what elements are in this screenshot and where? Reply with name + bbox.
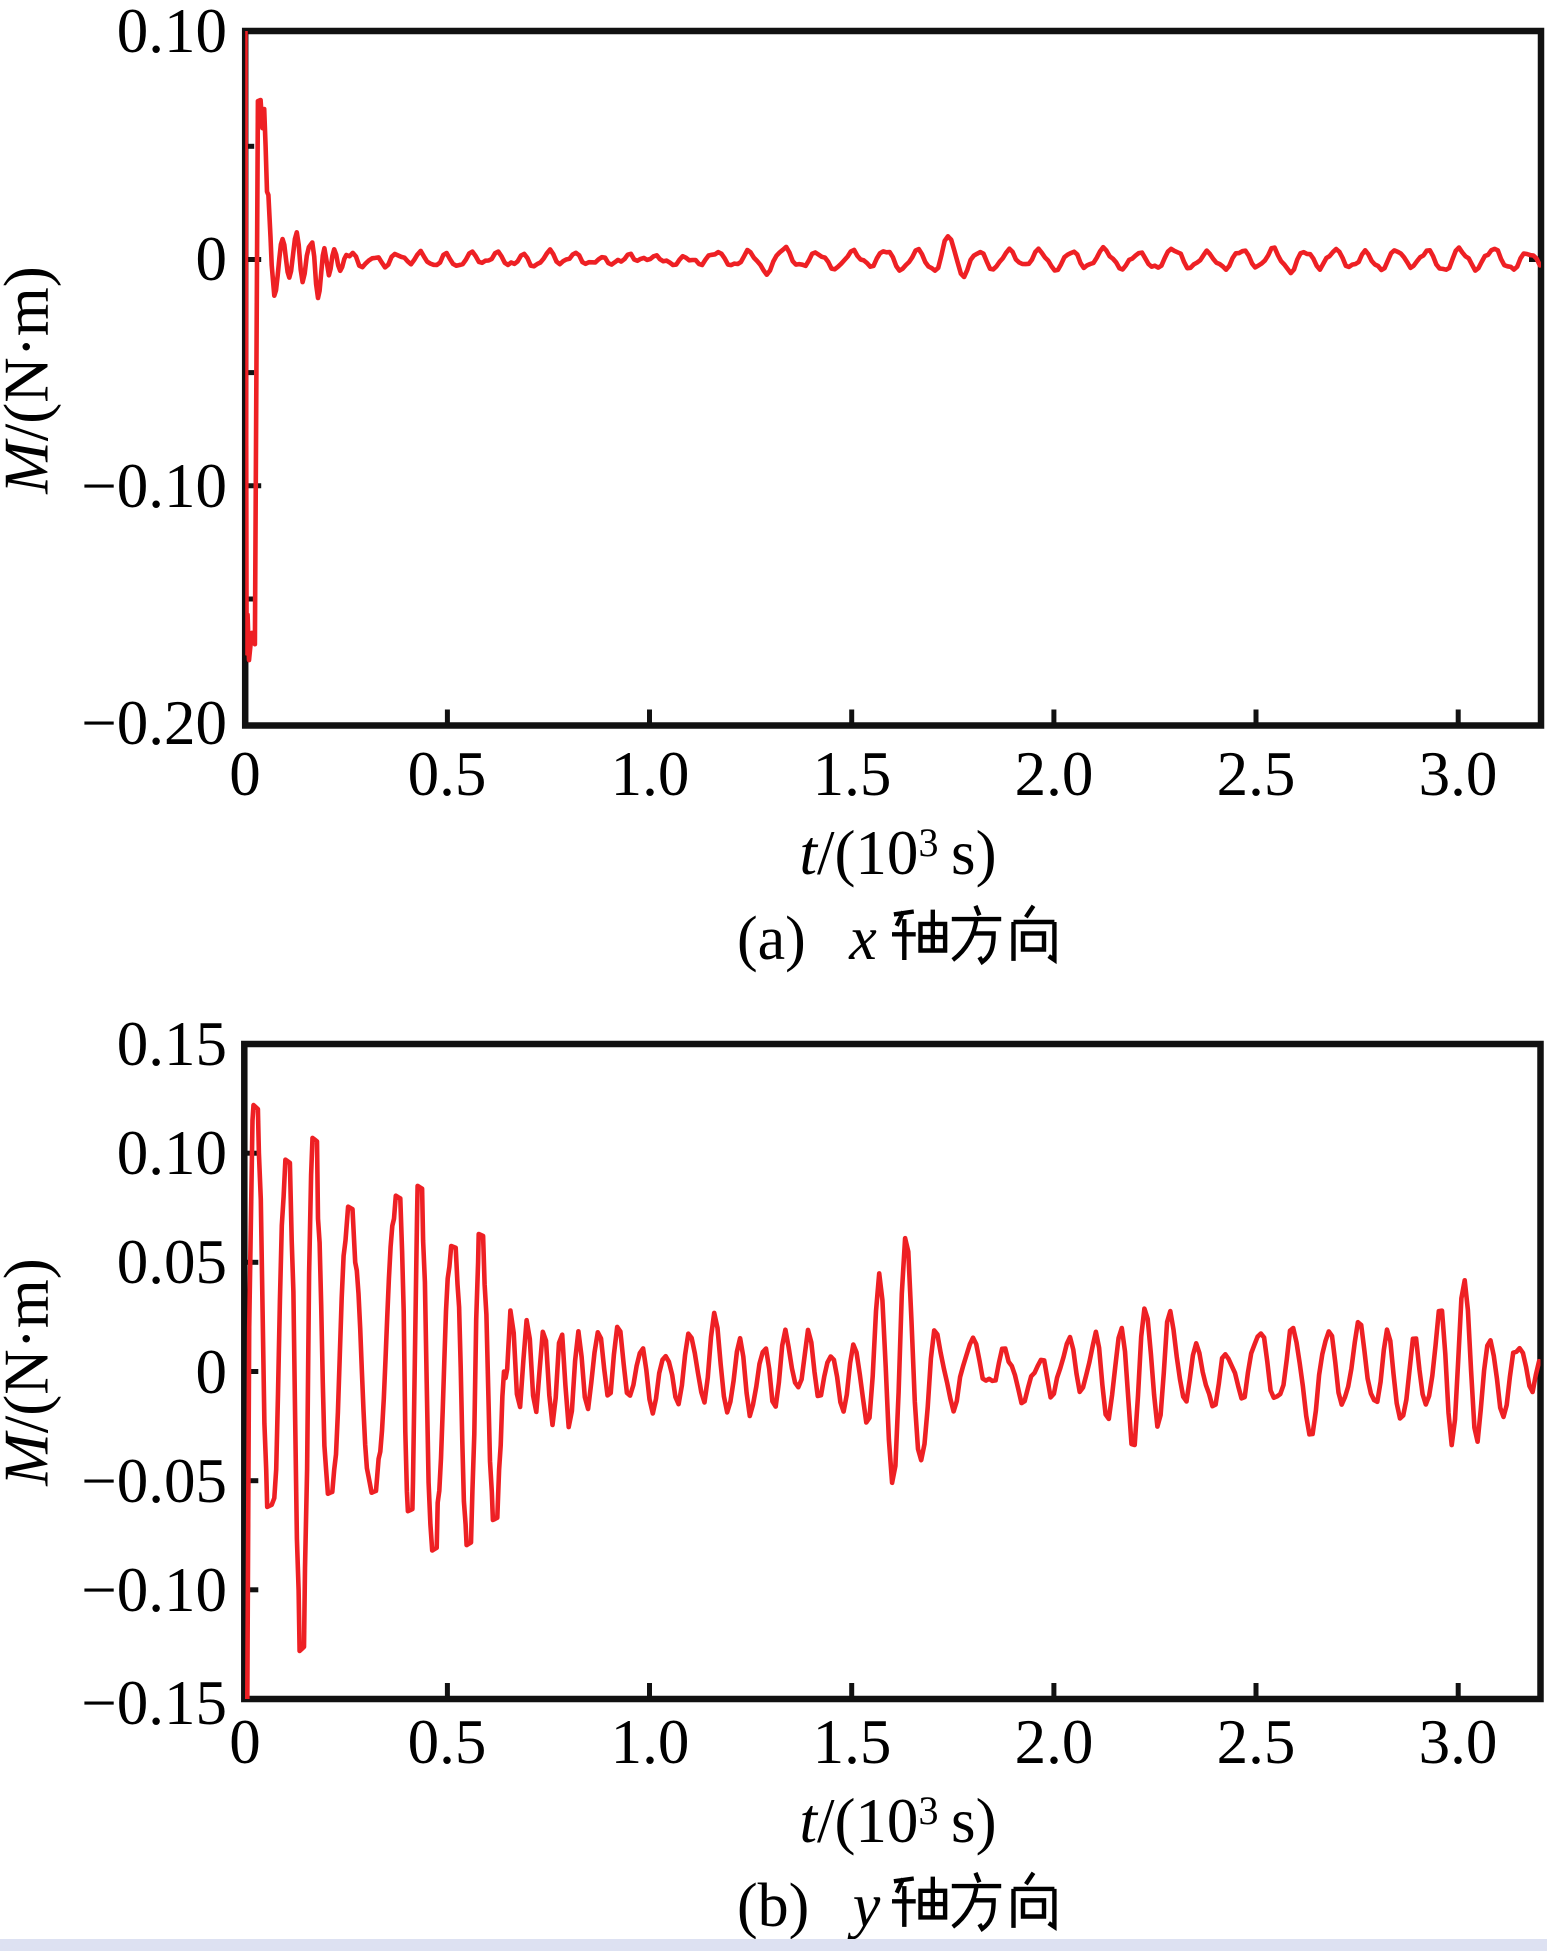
svg-text:2.5: 2.5 — [1217, 739, 1296, 809]
svg-text:0: 0 — [229, 1707, 261, 1777]
svg-text:t/(103 s): t/(103 s) — [799, 818, 996, 888]
svg-text:2.0: 2.0 — [1015, 739, 1094, 809]
svg-text:0.10: 0.10 — [117, 0, 227, 66]
svg-text:0.5: 0.5 — [408, 1707, 487, 1777]
svg-text:0: 0 — [196, 224, 228, 294]
svg-text:1.5: 1.5 — [813, 739, 892, 809]
svg-text:−0.05: −0.05 — [81, 1446, 227, 1516]
svg-text:1.0: 1.0 — [611, 1707, 690, 1777]
svg-text:−0.15: −0.15 — [81, 1668, 227, 1738]
svg-text:2.5: 2.5 — [1217, 1707, 1296, 1777]
svg-text:3.0: 3.0 — [1419, 739, 1498, 809]
svg-text:−0.10: −0.10 — [81, 451, 227, 521]
svg-text:0: 0 — [196, 1337, 228, 1407]
svg-text:1.0: 1.0 — [611, 739, 690, 809]
svg-text:1.5: 1.5 — [813, 1707, 892, 1777]
svg-text:(b) y: (b) y — [737, 1872, 881, 1940]
svg-text:0.05: 0.05 — [117, 1227, 227, 1297]
svg-text:0.10: 0.10 — [117, 1118, 227, 1188]
svg-text:3.0: 3.0 — [1419, 1707, 1498, 1777]
svg-text:0: 0 — [229, 739, 261, 809]
svg-text:M/(N·m): M/(N·m) — [0, 1258, 62, 1486]
svg-text:2.0: 2.0 — [1015, 1707, 1094, 1777]
svg-text:0.5: 0.5 — [408, 739, 487, 809]
svg-text:−0.20: −0.20 — [81, 688, 227, 758]
svg-text:(a) x: (a) x — [737, 905, 877, 973]
svg-text:−0.10: −0.10 — [81, 1555, 227, 1625]
svg-text:t/(103 s): t/(103 s) — [799, 1786, 996, 1856]
svg-text:0.15: 0.15 — [117, 1009, 227, 1079]
svg-text:M/(N·m): M/(N·m) — [0, 266, 62, 494]
